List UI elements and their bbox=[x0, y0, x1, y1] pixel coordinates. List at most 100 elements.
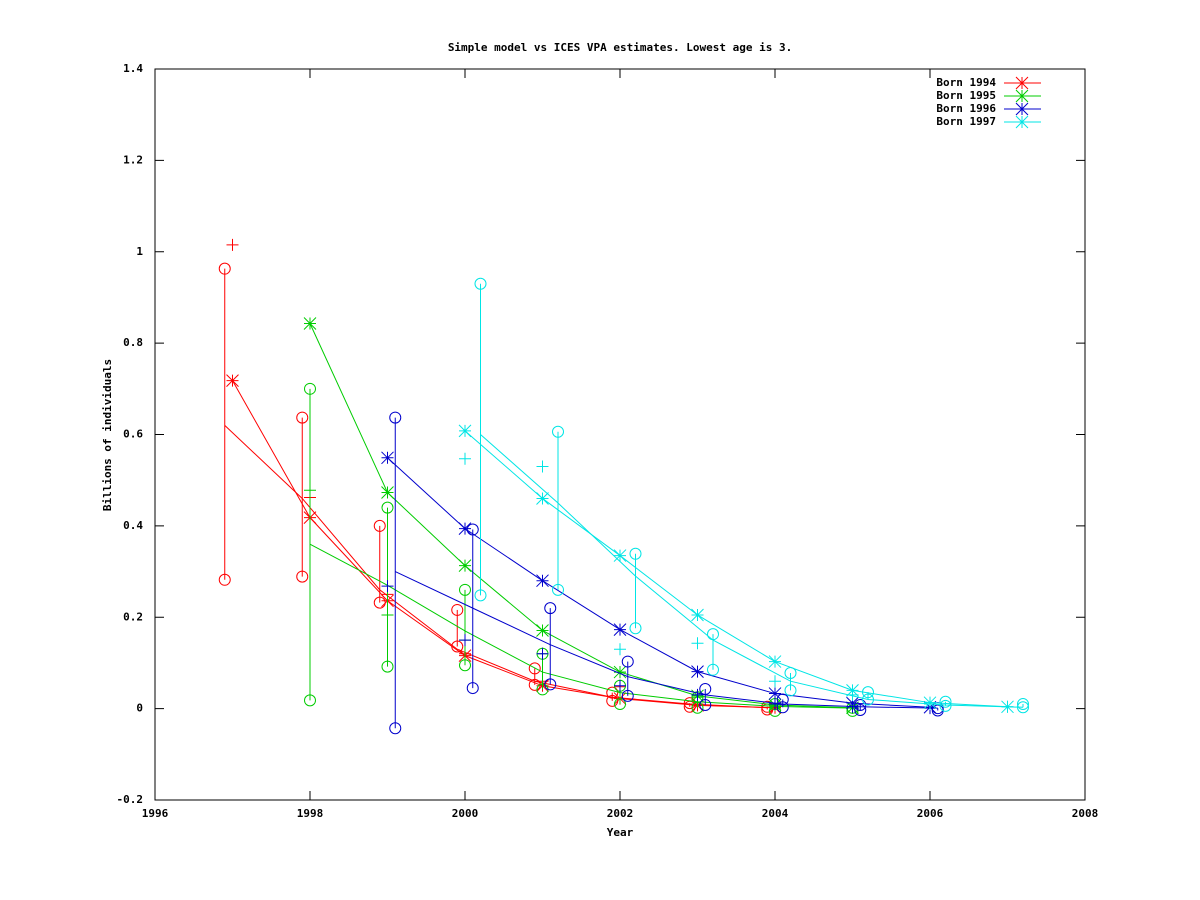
y-tick-label: 1.4 bbox=[123, 62, 143, 75]
high-marker bbox=[552, 425, 564, 438]
high-marker bbox=[474, 277, 487, 290]
high-marker bbox=[218, 262, 231, 275]
plus-marker bbox=[846, 700, 859, 713]
y-tick-label: -0.2 bbox=[117, 793, 144, 806]
low-marker bbox=[862, 693, 874, 706]
star-marker bbox=[536, 624, 549, 637]
high-marker bbox=[528, 662, 541, 675]
plus-marker bbox=[614, 679, 626, 692]
high-marker bbox=[451, 603, 464, 616]
star-marker bbox=[768, 687, 782, 700]
star-marker bbox=[381, 451, 394, 465]
low-marker bbox=[699, 698, 712, 711]
high-marker bbox=[621, 655, 634, 668]
low-marker bbox=[552, 583, 564, 596]
legend-marker bbox=[1015, 89, 1029, 103]
y-axis-label: Billions of individuals bbox=[101, 359, 114, 511]
low-marker bbox=[459, 659, 471, 672]
low-marker bbox=[544, 678, 557, 691]
legend-marker bbox=[1015, 115, 1029, 129]
low-marker bbox=[304, 694, 316, 707]
star-marker bbox=[691, 608, 704, 622]
plus-marker bbox=[536, 460, 549, 473]
plus-marker bbox=[769, 675, 781, 688]
high-marker bbox=[459, 583, 471, 596]
low-marker bbox=[1017, 701, 1029, 714]
low-marker bbox=[854, 703, 867, 716]
high-marker bbox=[606, 686, 619, 699]
low-marker bbox=[621, 689, 634, 702]
star-marker bbox=[768, 655, 782, 668]
plus-marker bbox=[846, 688, 859, 701]
x-tick-label: 2002 bbox=[607, 807, 634, 820]
star-marker bbox=[381, 486, 394, 499]
high-marker bbox=[466, 523, 479, 536]
plus-marker bbox=[614, 643, 626, 656]
high-marker bbox=[776, 693, 789, 706]
y-tick-label: 1 bbox=[136, 245, 143, 258]
high-marker bbox=[707, 628, 719, 641]
legend-marker bbox=[1015, 76, 1029, 90]
star-marker bbox=[458, 522, 472, 535]
star-marker bbox=[458, 424, 472, 438]
low-marker bbox=[218, 573, 231, 586]
chart-title: Simple model vs ICES VPA estimates. Lowe… bbox=[448, 41, 792, 54]
plus-marker bbox=[691, 637, 704, 650]
plus-marker bbox=[381, 580, 394, 593]
high-marker bbox=[373, 519, 386, 532]
legend-label: Born 1994 bbox=[936, 76, 996, 89]
high-marker bbox=[304, 382, 316, 395]
plus-marker bbox=[1001, 700, 1014, 713]
model-line bbox=[387, 457, 931, 708]
plus-marker bbox=[691, 688, 704, 701]
x-tick-label: 2008 bbox=[1072, 807, 1099, 820]
low-marker bbox=[296, 570, 309, 583]
legend-label: Born 1995 bbox=[936, 89, 996, 102]
star-marker bbox=[536, 492, 549, 505]
x-tick-label: 1996 bbox=[142, 807, 169, 820]
plus-marker bbox=[459, 634, 471, 647]
high-marker bbox=[699, 682, 712, 695]
low-marker bbox=[381, 660, 394, 673]
x-tick-label: 2006 bbox=[917, 807, 944, 820]
low-marker bbox=[389, 722, 402, 735]
star-marker bbox=[536, 574, 549, 588]
mean-line bbox=[224, 424, 768, 709]
high-marker bbox=[939, 695, 952, 708]
high-marker bbox=[389, 411, 402, 424]
high-marker bbox=[629, 547, 642, 560]
model-line bbox=[464, 430, 1008, 708]
star-marker bbox=[613, 623, 627, 636]
star-marker bbox=[458, 559, 472, 572]
y-tick-label: 0.8 bbox=[123, 336, 143, 349]
low-marker bbox=[614, 698, 626, 711]
y-tick-label: 1.2 bbox=[123, 153, 143, 166]
high-marker bbox=[784, 666, 797, 679]
high-marker bbox=[544, 602, 557, 615]
model-line bbox=[309, 323, 853, 709]
x-tick-label: 2000 bbox=[452, 807, 479, 820]
star-marker bbox=[303, 317, 317, 330]
plus-marker bbox=[924, 698, 936, 711]
low-marker bbox=[606, 694, 619, 707]
x-axis-label: Year bbox=[607, 826, 634, 839]
high-marker bbox=[296, 411, 309, 424]
low-marker bbox=[466, 682, 479, 695]
star-marker bbox=[613, 549, 627, 562]
y-tick-label: 0.2 bbox=[123, 610, 143, 623]
y-tick-label: 0.6 bbox=[123, 428, 143, 441]
low-marker bbox=[707, 663, 719, 676]
low-marker bbox=[474, 589, 487, 602]
high-marker bbox=[862, 686, 874, 699]
x-tick-label: 2004 bbox=[762, 807, 789, 820]
legend-label: Born 1997 bbox=[936, 115, 996, 128]
mean-line bbox=[309, 543, 853, 709]
high-marker bbox=[381, 501, 394, 514]
low-marker bbox=[784, 684, 797, 697]
plus-marker bbox=[536, 647, 549, 660]
plus-marker bbox=[459, 452, 471, 465]
low-marker bbox=[451, 640, 464, 653]
y-tick-label: 0.4 bbox=[123, 519, 143, 532]
plus-marker bbox=[226, 238, 239, 251]
